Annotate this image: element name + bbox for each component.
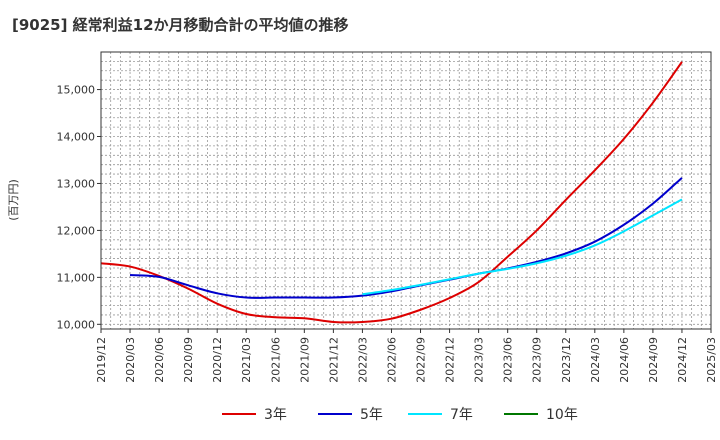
y-tick-label: 13,000 (57, 177, 96, 190)
plot-frame (100, 51, 712, 330)
legend-label: 7年 (450, 407, 473, 423)
x-tick-label: 2021/03 (240, 337, 253, 383)
x-tick-label: 2025/03 (705, 337, 718, 383)
y-ticks: 10,000 11,000 12,000 13,000 14,000 15,000 (57, 84, 101, 331)
x-tick-label: 2019/12 (95, 337, 108, 383)
x-ticks: 2019/12 2020/03 2020/06 2020/09 2020/12 2021/… (95, 329, 718, 383)
y-axis-label: (百万円) (7, 179, 20, 221)
series-line-3 (362, 198, 683, 296)
x-tick-label: 2021/09 (298, 337, 311, 383)
chart-title: [9025] 経常利益12か月移動合計の平均値の推移 (12, 16, 349, 34)
x-tick-label: 2022/09 (415, 337, 428, 383)
x-tick-label: 2024/09 (647, 337, 660, 383)
x-tick-label: 2020/09 (182, 337, 195, 383)
legend: 3年 5年 7年 10年 (222, 407, 578, 423)
legend-label: 5年 (360, 407, 383, 423)
y-tick-label: 15,000 (57, 84, 96, 97)
x-tick-label: 2021/06 (269, 337, 282, 383)
series-lines (100, 61, 683, 324)
x-tick-label: 2022/12 (444, 337, 457, 383)
x-tick-label: 2023/09 (531, 337, 544, 383)
legend-label: 3年 (264, 407, 287, 423)
x-tick-label: 2024/06 (618, 337, 631, 383)
x-tick-label: 2023/12 (560, 337, 573, 383)
x-tick-label: 2020/12 (211, 337, 224, 383)
x-tick-label: 2022/06 (385, 337, 398, 383)
x-tick-label: 2022/03 (356, 337, 369, 383)
x-tick-label: 2023/06 (502, 337, 515, 383)
x-tick-label: 2021/12 (327, 337, 340, 383)
x-tick-label: 2020/06 (153, 337, 166, 383)
y-tick-label: 10,000 (57, 318, 96, 331)
x-tick-label: 2023/03 (473, 337, 486, 383)
y-tick-label: 14,000 (57, 131, 96, 144)
x-tick-label: 2024/03 (589, 337, 602, 383)
plot-area (101, 52, 711, 329)
series-line-1 (100, 61, 683, 324)
x-tick-label: 2020/03 (124, 337, 137, 383)
grid (100, 51, 712, 329)
x-tick-label: 2024/12 (676, 337, 689, 383)
legend-label: 10年 (546, 407, 578, 423)
y-tick-label: 12,000 (57, 224, 96, 237)
y-tick-label: 11,000 (57, 271, 96, 284)
